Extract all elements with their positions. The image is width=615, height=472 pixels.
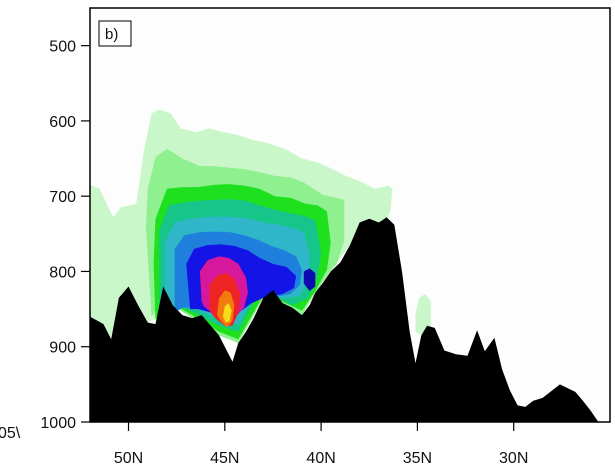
y-tick-label: 900 bbox=[49, 340, 76, 357]
y-tick-label: 500 bbox=[49, 39, 76, 56]
y-tick-label: 700 bbox=[49, 189, 76, 206]
x-tick-label: 40N bbox=[306, 450, 335, 467]
terrain-layer bbox=[90, 217, 610, 422]
panel-label-box bbox=[98, 20, 132, 47]
y-tick-label: 600 bbox=[49, 114, 76, 131]
x-tick-label: 35N bbox=[403, 450, 432, 467]
x-tick-label: 50N bbox=[114, 450, 143, 467]
plot-frame bbox=[89, 7, 611, 423]
contour-level-11 bbox=[222, 303, 232, 323]
x-tick-label: 45N bbox=[210, 450, 239, 467]
contour-layer bbox=[90, 109, 431, 343]
x-tick-label: 30N bbox=[499, 450, 528, 467]
y-tick-label: 800 bbox=[49, 264, 76, 281]
panel-label: b) bbox=[105, 26, 118, 43]
contour-level-1 bbox=[415, 294, 431, 336]
left-edge-fragment: 05\ bbox=[0, 425, 21, 442]
axis-layer: 500 600 700 800 900 1000 50N 45N 40N 35N 30N bbox=[40, 39, 528, 467]
terrain-profile bbox=[90, 217, 610, 422]
contour-level-12 bbox=[303, 268, 316, 291]
y-tick-label: 1000 bbox=[40, 415, 76, 432]
